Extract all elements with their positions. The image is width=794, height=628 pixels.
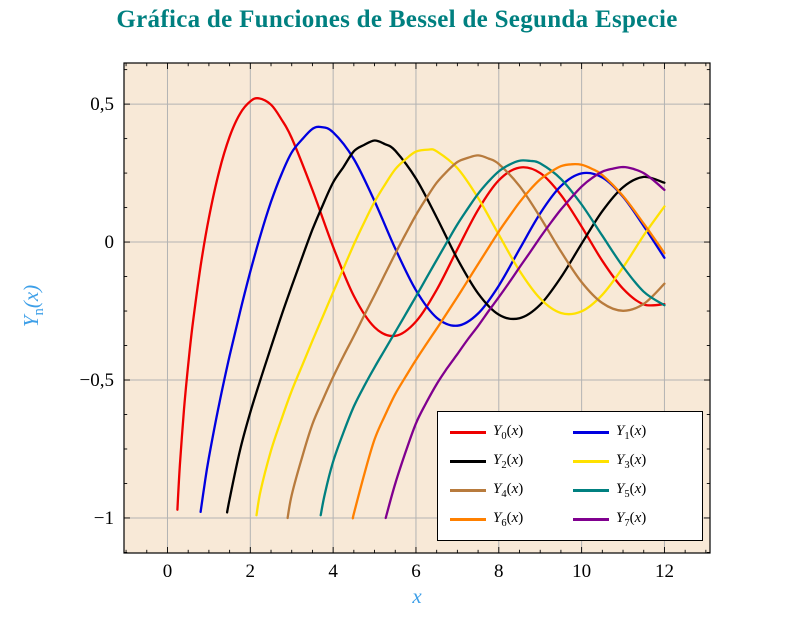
- legend-swatch-y6: [450, 518, 486, 521]
- chart-title: Gráfica de Funciones de Bessel de Segund…: [116, 6, 678, 33]
- legend-swatch-y1: [573, 431, 609, 434]
- curve-y0: [176, 97, 666, 511]
- plot-border: [123, 62, 711, 554]
- legend-swatch-y0: [450, 431, 486, 434]
- legend-label-y3: Y3(x): [616, 452, 647, 471]
- x-axis-label: x: [412, 584, 422, 608]
- y-tick-label: 0: [105, 232, 115, 253]
- x-tick-label: 4: [328, 561, 338, 582]
- legend-item-y1: Y1(x): [573, 423, 690, 442]
- legend-item-y6: Y6(x): [450, 510, 567, 529]
- y-axis-label-subscript: n: [31, 308, 48, 316]
- curve-y1: [199, 125, 666, 514]
- x-tick-label: 6: [411, 561, 421, 582]
- legend-item-y2: Y2(x): [450, 452, 567, 471]
- x-tick-label: 12: [655, 561, 674, 582]
- legend-item-y7: Y7(x): [573, 510, 690, 529]
- legend-swatch-y4: [450, 489, 486, 492]
- legend-label-y0: Y0(x): [493, 423, 524, 442]
- y-tick-label: −1: [94, 508, 114, 529]
- legend: Y0(x) Y1(x) Y2(x) Y3(x) Y4(x) Y5(x) Y6(x) Y7(x): [437, 411, 703, 541]
- y-axis-label: Yn(x): [19, 268, 48, 344]
- x-tick-label: 10: [572, 561, 591, 582]
- legend-label-y7: Y7(x): [616, 510, 647, 529]
- curve-y7: [384, 165, 666, 520]
- legend-label-y6: Y6(x): [493, 510, 524, 529]
- legend-label-y4: Y4(x): [493, 481, 524, 500]
- x-tick-label: 8: [494, 561, 504, 582]
- legend-label-y5: Y5(x): [616, 481, 647, 500]
- legend-swatch-y5: [573, 489, 609, 492]
- legend-item-y5: Y5(x): [573, 481, 690, 500]
- legend-label-y2: Y2(x): [493, 452, 524, 471]
- legend-item-y4: Y4(x): [450, 481, 567, 500]
- y-tick-label: 0,5: [90, 94, 114, 115]
- x-tick-label: 2: [246, 561, 256, 582]
- y-axis-label-symbol: Y: [19, 315, 43, 328]
- curve-y6: [351, 162, 666, 520]
- legend-item-y3: Y3(x): [573, 452, 690, 471]
- legend-swatch-y3: [573, 460, 609, 463]
- curve-y2: [225, 139, 666, 514]
- legend-label-y1: Y1(x): [616, 423, 647, 442]
- legend-item-y0: Y0(x): [450, 423, 567, 442]
- x-tick-label: 0: [163, 561, 173, 582]
- y-axis-label-argument: (x): [19, 284, 43, 309]
- legend-swatch-y7: [573, 518, 609, 521]
- y-tick-label: −0,5: [80, 370, 114, 391]
- curve-y4: [286, 154, 666, 520]
- curve-y3: [255, 148, 666, 517]
- legend-swatch-y2: [450, 460, 486, 463]
- curve-y5: [319, 159, 666, 517]
